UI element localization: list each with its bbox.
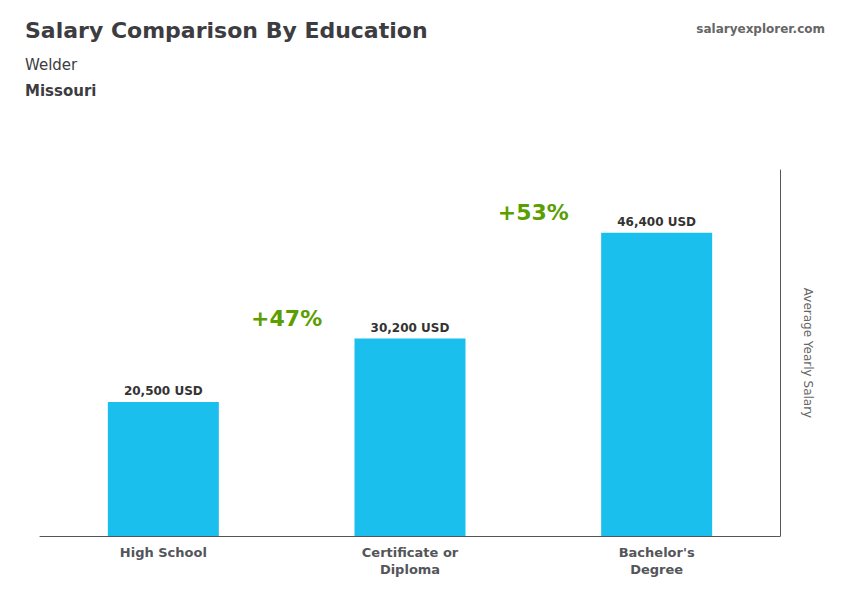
svg-text:Average Yearly Salary: Average Yearly Salary [801,288,815,418]
svg-text:Diploma: Diploma [380,562,440,577]
svg-text:High School: High School [120,545,207,560]
svg-text:30,200 USD: 30,200 USD [371,321,450,335]
svg-text:Degree: Degree [630,562,683,577]
svg-text:Bachelor's: Bachelor's [619,545,695,560]
svg-text:+53%: +53% [498,200,569,225]
svg-text:Welder: Welder [25,56,78,74]
svg-text:Certificate or: Certificate or [362,545,459,560]
svg-text:+47%: +47% [251,306,322,331]
svg-text:46,400 USD: 46,400 USD [617,215,696,229]
svg-text:Salary Comparison By Education: Salary Comparison By Education [25,18,428,43]
svg-text:salaryexplorer.com: salaryexplorer.com [696,22,825,36]
svg-text:Missouri: Missouri [25,82,96,100]
svg-text:20,500 USD: 20,500 USD [124,384,203,398]
